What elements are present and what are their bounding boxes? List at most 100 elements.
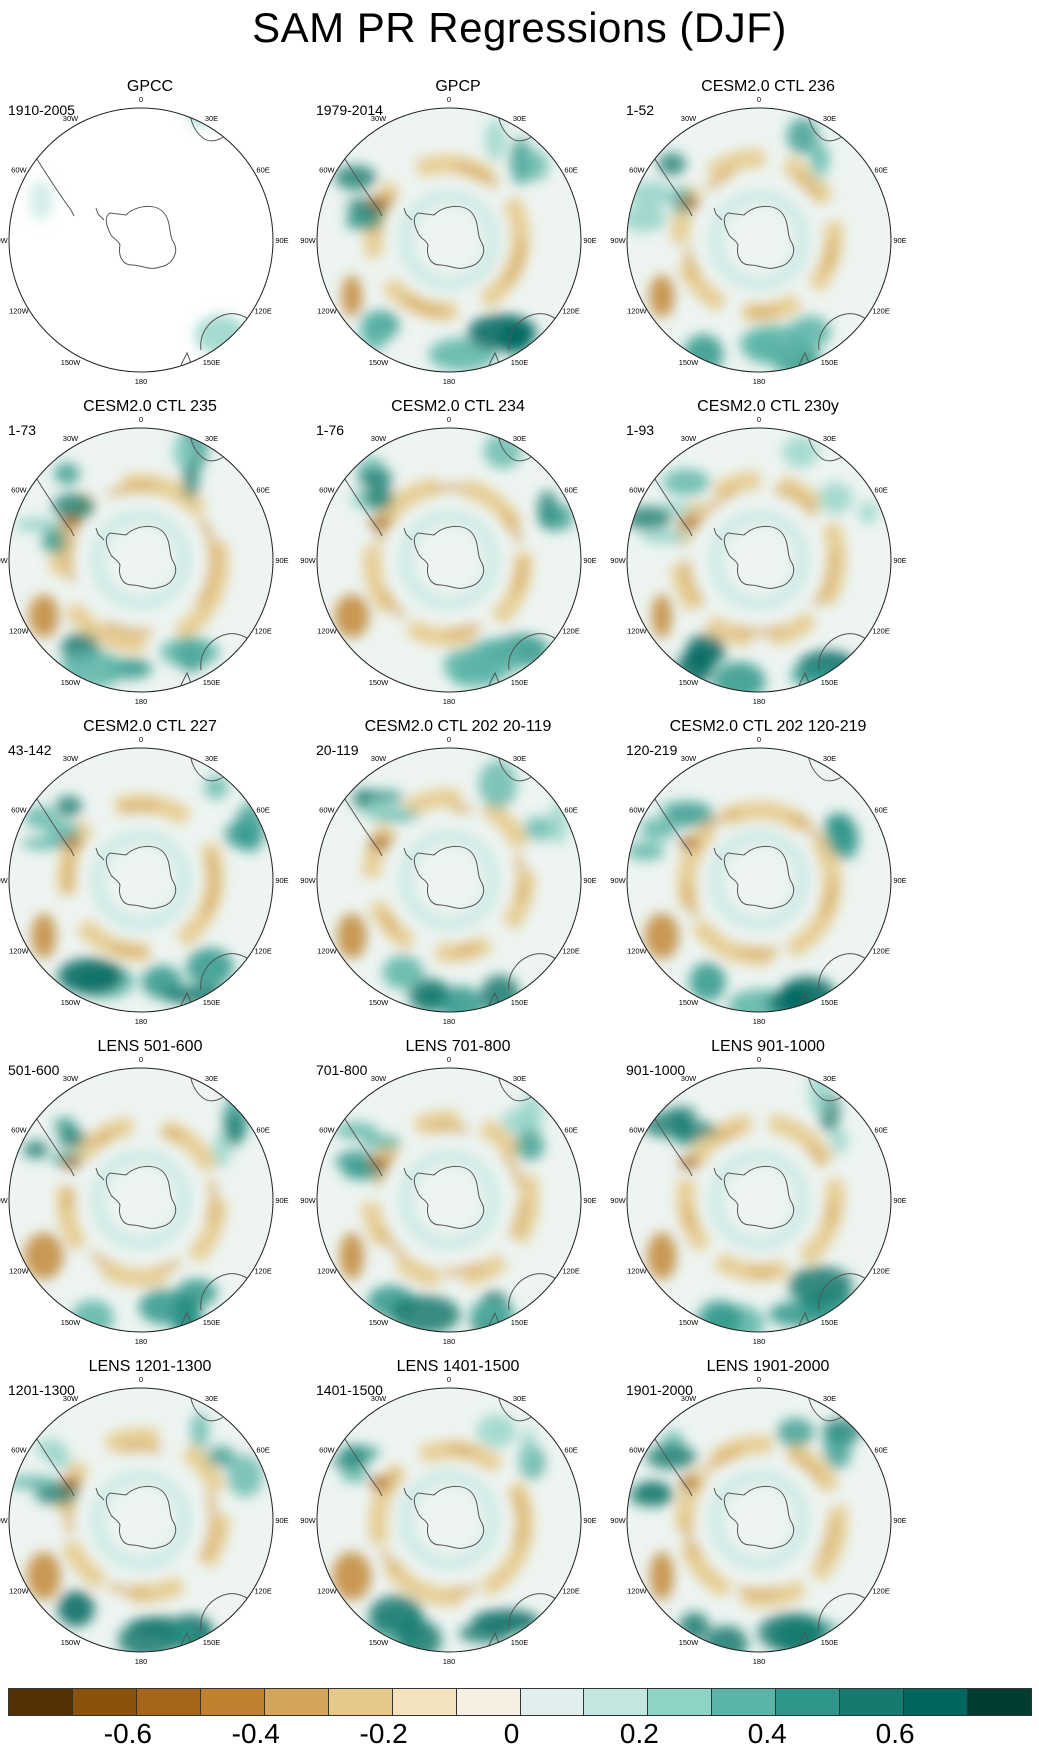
longitude-label: 90W [300, 556, 316, 565]
longitude-label: 120E [562, 627, 580, 636]
panel-period: 1-73 [8, 422, 37, 438]
longitude-label: 180 [443, 1657, 456, 1666]
longitude-label: 180 [753, 1657, 766, 1666]
longitude-label: 150E [203, 998, 221, 1007]
colorbar-tick-label: 0.4 [747, 1718, 787, 1749]
longitude-label: 120E [562, 1587, 580, 1596]
longitude-label: 120E [254, 307, 272, 316]
longitude-label: 0 [139, 1375, 143, 1384]
longitude-label: 0 [447, 95, 451, 104]
panel-period: 1-52 [626, 102, 655, 118]
longitude-label: 90W [0, 1516, 9, 1525]
longitude-label: 90W [610, 236, 626, 245]
colorbar-swatch [519, 1688, 585, 1716]
longitude-label: 150W [369, 1638, 390, 1647]
panel-title: LENS 701-800 [405, 1038, 511, 1055]
longitude-label: 90E [893, 876, 906, 885]
map-panel: 0 30E 60E 90E 120E 150E 180 150W 120W 90W 60W 30W LE… [300, 1038, 603, 1358]
map-panel: 0 30E 60E 90E 120E 150E 180 150W 120W 90W 60W 30W LE… [610, 1038, 913, 1358]
longitude-label: 30E [823, 754, 836, 763]
longitude-label: 120W [627, 1587, 648, 1596]
longitude-label: 90E [893, 1196, 906, 1205]
longitude-label: 30E [823, 1074, 836, 1083]
longitude-label: 180 [135, 377, 148, 386]
longitude-label: 120E [872, 307, 890, 316]
longitude-label: 60W [319, 1446, 335, 1455]
colorbar-swatch [135, 1688, 201, 1716]
colorbar-swatch [711, 1688, 777, 1716]
polar-map: 0 30E 60E 90E 120E 150E 180 150W 120W 90W 60W 30W [0, 1055, 289, 1346]
longitude-label: 60W [629, 1446, 645, 1455]
panel-title: LENS 501-600 [97, 1038, 203, 1055]
longitude-label: 0 [757, 1055, 761, 1064]
longitude-label: 0 [139, 1055, 143, 1064]
panel-period: 1201-1300 [8, 1382, 75, 1398]
panel-title: GPCC [126, 78, 174, 95]
longitude-label: 120E [254, 627, 272, 636]
longitude-label: 150W [679, 358, 700, 367]
longitude-label: 60E [564, 1446, 577, 1455]
longitude-label: 90E [275, 1196, 288, 1205]
longitude-label: 90E [275, 236, 288, 245]
polar-map: 0 30E 60E 90E 120E 150E 180 150W 120W 90W 60W 30W [610, 95, 906, 386]
longitude-label: 120E [562, 1267, 580, 1276]
map-panel: 0 30E 60E 90E 120E 150E 180 150W 120W 90W 60W 30W GP… [0, 78, 295, 398]
panel-title: LENS 1901-2000 [706, 1358, 830, 1375]
longitude-label: 0 [447, 735, 451, 744]
map-panel: 0 30E 60E 90E 120E 150E 180 150W 120W 90W 60W 30W CE… [610, 718, 913, 1038]
longitude-label: 150W [61, 1318, 82, 1327]
longitude-label: 150W [61, 998, 82, 1007]
longitude-label: 120W [9, 1587, 30, 1596]
longitude-label: 150E [821, 358, 839, 367]
longitude-label: 90W [300, 1196, 316, 1205]
longitude-label: 30E [823, 114, 836, 123]
panel-title: LENS 1401-1500 [396, 1358, 520, 1375]
colorbar-tick-label: 0.2 [619, 1718, 659, 1749]
polar-map: 0 30E 60E 90E 120E 150E 180 150W 120W 90W 60W 30W [610, 1375, 906, 1666]
longitude-label: 120W [317, 307, 338, 316]
longitude-label: 30E [513, 754, 526, 763]
panel-period: 501-600 [8, 1062, 60, 1078]
longitude-label: 60W [11, 486, 27, 495]
colorbar-swatch [8, 1688, 73, 1716]
longitude-label: 60W [629, 806, 645, 815]
longitude-label: 150W [61, 678, 82, 687]
longitude-label: 60E [564, 1126, 577, 1135]
longitude-label: 60W [319, 806, 335, 815]
longitude-label: 120W [627, 307, 648, 316]
longitude-label: 150W [61, 1638, 82, 1647]
longitude-label: 120W [627, 627, 648, 636]
longitude-label: 90W [0, 236, 9, 245]
colorbar: -0.6 -0.4 -0.2 0 0.2 0.4 0.6 [8, 1688, 1032, 1758]
longitude-label: 90E [893, 236, 906, 245]
colorbar-swatch [199, 1688, 265, 1716]
longitude-label: 150W [679, 1318, 700, 1327]
longitude-label: 120E [254, 947, 272, 956]
longitude-label: 90W [610, 1196, 626, 1205]
colorbar-tick-label: 0.6 [875, 1718, 915, 1749]
longitude-label: 60W [11, 1446, 27, 1455]
colorbar-swatch [263, 1688, 329, 1716]
longitude-label: 30W [63, 1394, 79, 1403]
longitude-label: 120E [872, 1587, 890, 1596]
panel-period: 43-142 [8, 742, 52, 758]
longitude-label: 150E [821, 678, 839, 687]
colorbar-tick-label: 0 [503, 1718, 520, 1749]
colorbar-swatch [583, 1688, 649, 1716]
longitude-label: 90E [893, 556, 906, 565]
longitude-label: 150E [203, 1318, 221, 1327]
map-panel: 0 30E 60E 90E 120E 150E 180 150W 120W 90W 60W 30W CE… [300, 398, 603, 718]
longitude-label: 60W [319, 486, 335, 495]
colorbar-swatch [71, 1688, 137, 1716]
longitude-label: 60W [11, 806, 27, 815]
longitude-label: 30W [681, 434, 697, 443]
longitude-label: 180 [753, 697, 766, 706]
longitude-label: 180 [443, 1017, 456, 1026]
longitude-label: 150W [61, 358, 82, 367]
longitude-label: 30E [513, 1394, 526, 1403]
longitude-label: 90W [300, 1516, 316, 1525]
colorbar-swatch [647, 1688, 713, 1716]
map-panel: 0 30E 60E 90E 120E 150E 180 150W 120W 90W 60W 30W LE… [610, 1358, 913, 1678]
longitude-label: 60E [256, 1446, 269, 1455]
colorbar-swatch [775, 1688, 841, 1716]
